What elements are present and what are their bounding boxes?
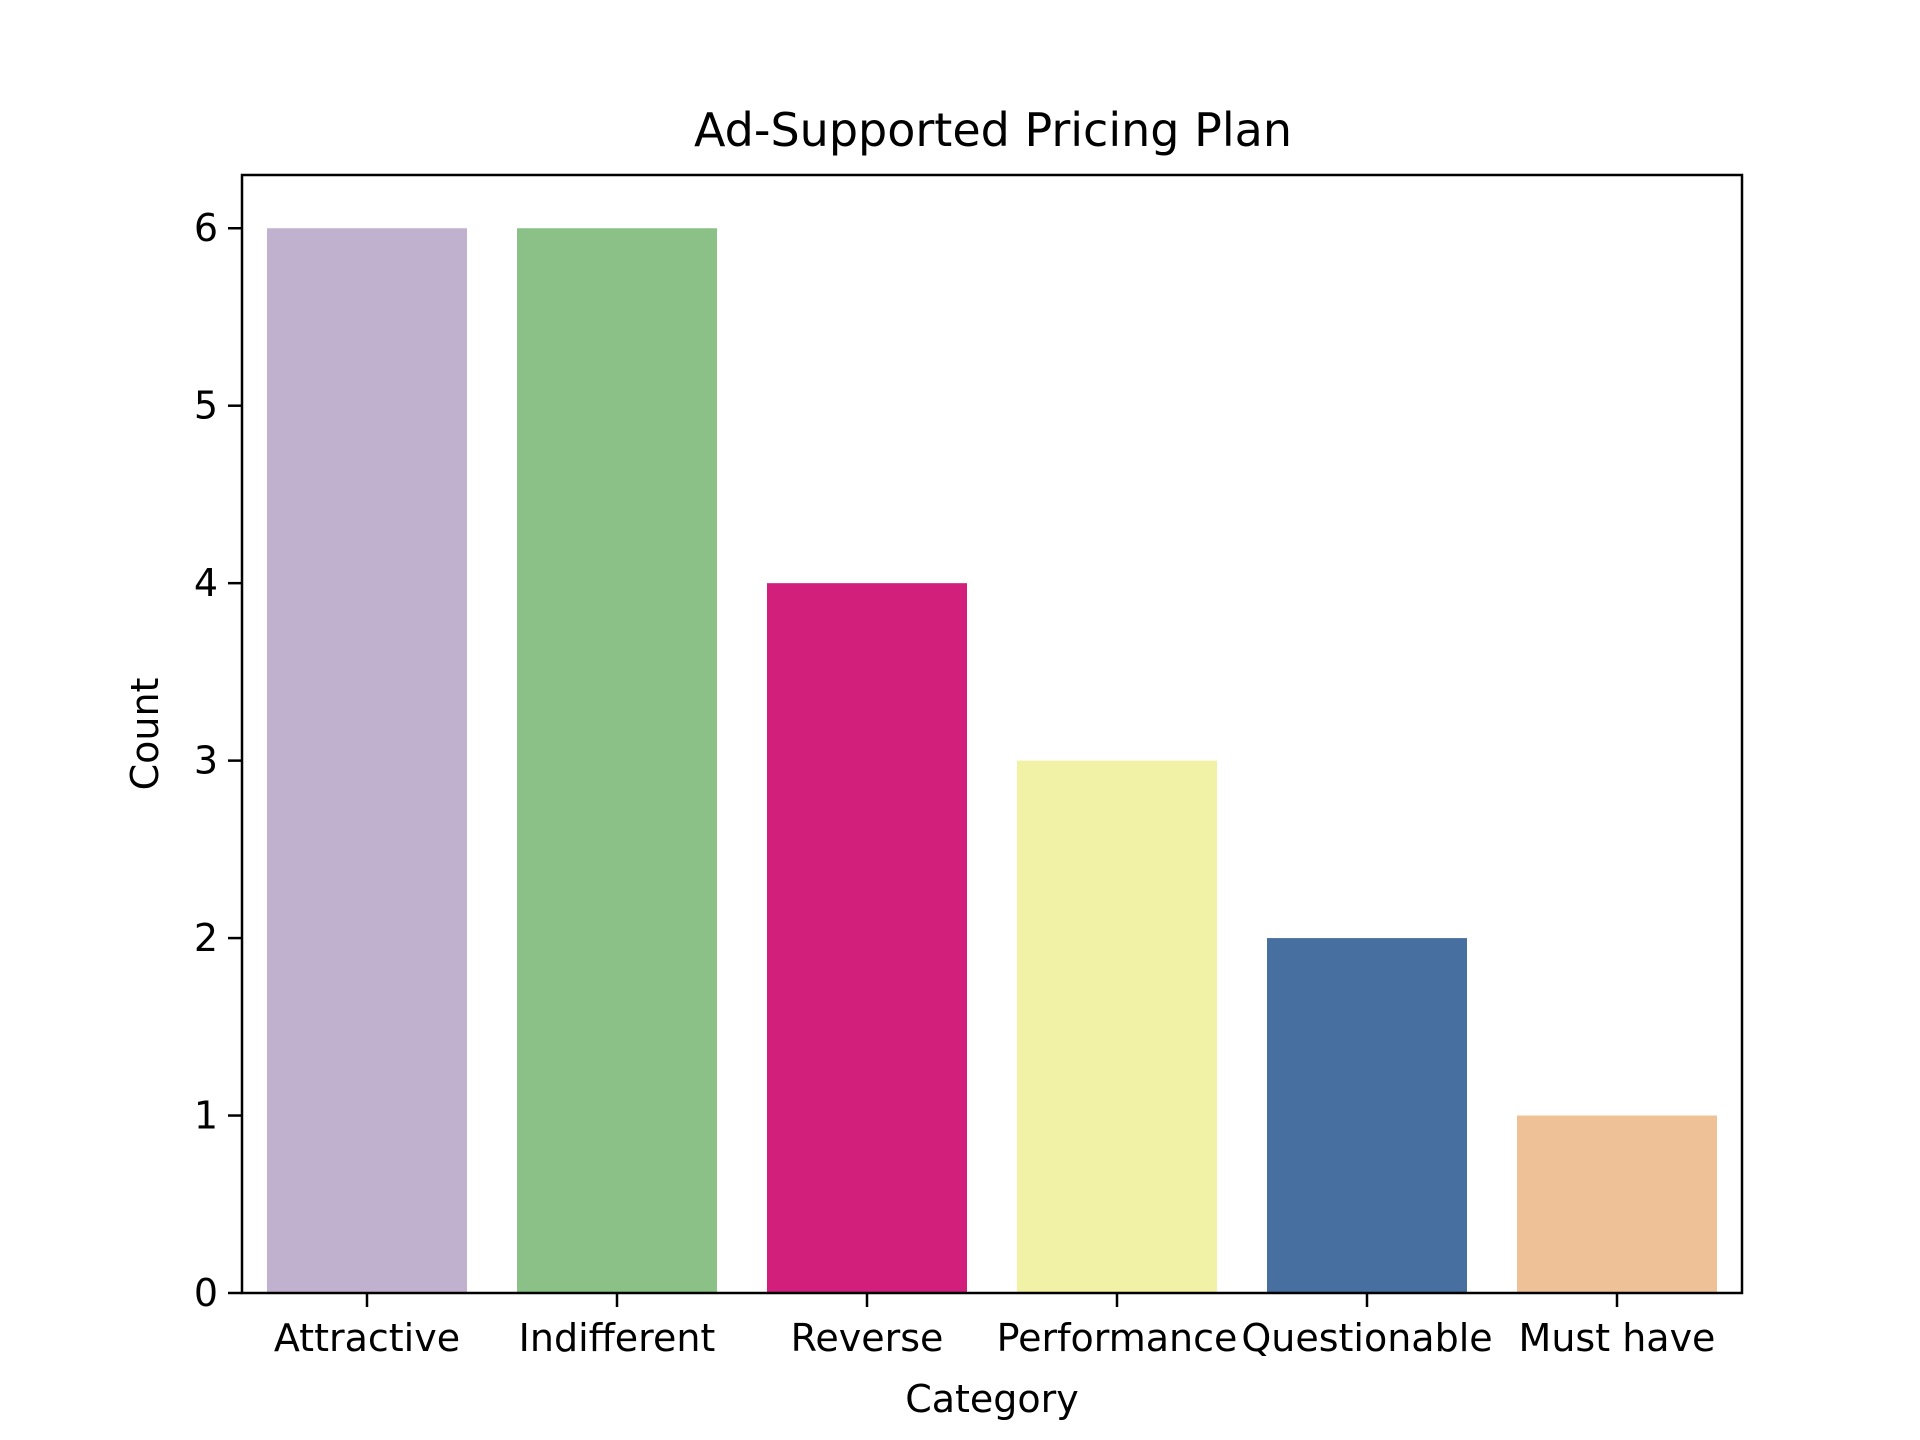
x-tick-label: Attractive [274,1316,460,1360]
plot-frame [240,173,1744,1295]
bar-performance [1017,760,1217,1293]
y-tick-label: 2 [194,916,218,960]
x-axis: Attractive Indifferent Reverse Performance Q… [274,1293,1716,1360]
x-tick-label: Must have [1519,1316,1716,1360]
chart-title: Ad-Supported Pricing Plan [694,103,1292,157]
x-axis-label: Category [905,1377,1079,1421]
y-tick-label: 0 [194,1271,218,1315]
bars-group [267,228,1717,1294]
x-tick-label: Reverse [791,1316,944,1360]
y-axis: 0 1 2 3 4 5 6 [194,206,242,1315]
y-tick-label: 1 [194,1094,218,1138]
x-tick-label: Indifferent [519,1316,716,1360]
y-tick-label: 4 [194,561,218,605]
bar-reverse [767,583,967,1293]
y-tick-label: 6 [194,206,218,250]
y-tick-label: 3 [194,739,218,783]
bar-attractive [267,228,467,1294]
y-axis-label: Count [123,678,167,791]
x-tick-label: Performance [997,1316,1238,1360]
bar-questionable [1267,938,1467,1293]
bar-indifferent [517,228,717,1294]
y-tick-label: 5 [194,384,218,428]
bar-must-have [1517,1115,1717,1293]
x-tick-label: Questionable [1241,1316,1492,1360]
